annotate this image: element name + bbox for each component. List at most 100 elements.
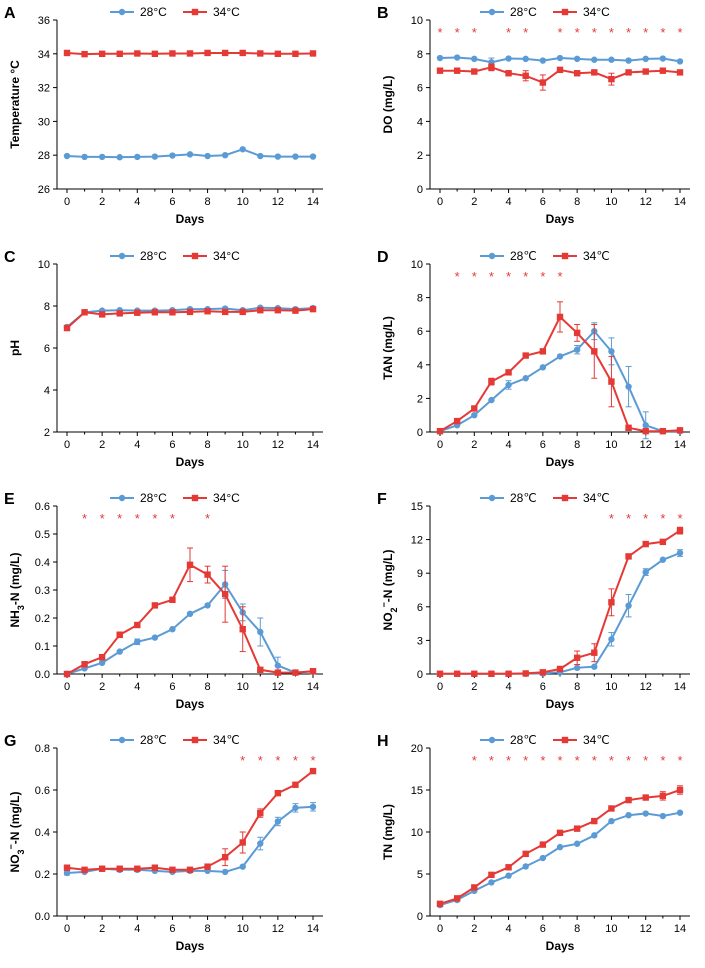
data-point [573,55,581,63]
data-point [257,666,264,673]
data-point [676,58,684,65]
x-tick-label: 10 [237,439,249,451]
data-point [608,56,615,63]
data-point [522,375,529,382]
y-axis-label: DO (mg/L) [381,76,395,134]
significance-star: * [677,511,682,526]
x-tick-label: 4 [134,439,140,451]
data-point [556,54,564,62]
x-tick-label: 10 [605,196,617,208]
significance-star: * [643,511,648,526]
x-tick-label: 0 [437,923,443,935]
y-tick-label: 4 [44,385,50,397]
x-tick-label: 8 [205,681,211,693]
series-line [440,529,681,675]
data-point [539,854,547,862]
data-point [642,68,649,75]
data-point [625,69,632,76]
data-point [116,50,123,57]
data-point [573,840,581,847]
significance-star: * [258,753,263,768]
data-point [274,153,282,160]
x-tick-label: 6 [540,196,546,208]
significance-star: * [455,25,460,40]
significance-star: * [152,511,157,526]
x-tick-label: 10 [237,681,249,693]
significance-star: * [643,753,648,768]
data-point [676,549,684,557]
data-point [608,599,615,606]
legend-marker [118,8,126,16]
significance-star: * [506,25,511,40]
y-tick-label: 0.0 [35,669,50,681]
x-tick-label: 12 [640,923,652,935]
data-point [134,153,141,161]
data-point [239,308,246,316]
y-tick-label: 2 [417,150,423,162]
x-tick-label: 10 [605,923,617,935]
data-point [573,329,581,337]
chart-panel-a: A 26 28 30 32 34 36 0 2 4 6 8 10 12 14 Days Temperature … [4,5,323,226]
data-point [488,871,495,879]
x-tick-label: 2 [99,923,105,935]
data-point [488,670,495,677]
legend-label: 28℃ [510,733,537,747]
x-tick-label: 2 [99,196,105,208]
data-point [81,50,88,58]
significance-star: * [609,25,614,40]
data-point [98,50,106,57]
x-tick-label: 6 [169,923,175,935]
y-axis-label: TN (mg/L) [381,804,395,860]
significance-star: * [170,511,175,526]
y-axis-label: Temperature °C [8,60,22,149]
x-axis-label: Days [176,697,205,711]
y-tick-label: 10 [411,827,423,839]
x-tick-label: 0 [64,439,70,451]
data-point [608,348,615,355]
x-tick-label: 6 [169,681,175,693]
legend-marker [488,736,496,744]
data-point [539,841,547,848]
x-tick-label: 2 [471,681,477,693]
significance-star: * [557,753,562,768]
legend-marker [561,494,569,502]
data-point [309,153,317,160]
y-tick-label: 0.2 [35,869,50,881]
data-point [98,865,106,872]
data-point [556,843,564,851]
legend-label: 28°C [510,5,537,19]
data-point [659,556,667,563]
significance-star: * [506,269,511,284]
data-point [591,817,598,825]
significance-star: * [609,753,614,768]
data-point [522,72,529,79]
significance-star: * [523,269,528,284]
data-point [659,427,667,435]
significance-star: * [626,753,631,768]
significance-star: * [275,753,280,768]
x-tick-label: 12 [272,681,284,693]
y-tick-label: 0 [417,184,423,196]
data-point [257,809,264,817]
y-tick-label: 3 [417,635,423,647]
y-tick-label: 0.4 [35,827,50,839]
legend-label: 34℃ [583,733,610,747]
y-tick-label: 0 [417,427,423,439]
x-tick-label: 2 [99,681,105,693]
data-point [591,649,598,656]
panel-letter: A [4,5,16,22]
data-point [134,865,141,872]
data-point [169,152,176,159]
y-tick-label: 2 [417,393,423,405]
x-tick-label: 12 [272,923,284,935]
data-point [98,153,106,161]
y-tick-label: 15 [411,785,423,797]
data-point [642,810,649,817]
data-point [573,346,581,353]
legend-label: 34°C [583,5,610,19]
data-point [221,591,229,598]
significance-star: * [293,753,298,768]
data-point [116,865,123,872]
data-point [151,309,159,316]
data-point [625,812,632,819]
